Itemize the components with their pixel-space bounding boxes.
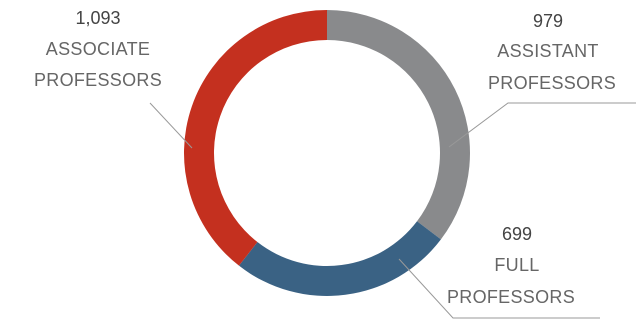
leader-line-full (398, 258, 600, 319)
label-assistant-professors: 979 ASSISTANT PROFESSORS (488, 11, 616, 93)
data-label-line2: PROFESSORS (447, 287, 575, 307)
data-label-value: 979 (533, 11, 563, 31)
donut-slices (184, 10, 471, 296)
data-label-value: 1,093 (75, 8, 120, 28)
donut-slice-associate-professors (184, 10, 327, 266)
leader-line-assistant (448, 102, 636, 148)
data-label-value: 699 (502, 224, 532, 244)
label-full-professors: 699 FULL PROFESSORS (447, 224, 575, 307)
donut-slice-full-professors (238, 221, 441, 296)
leader-line-associate (149, 102, 193, 149)
data-label-line1: ASSOCIATE (46, 39, 150, 59)
data-label-line2: PROFESSORS (488, 73, 616, 93)
label-associate-professors: 1,093 ASSOCIATE PROFESSORS (34, 8, 162, 90)
donut-slice-assistant-professors (327, 10, 471, 240)
data-label-line1: FULL (494, 255, 539, 275)
data-label-line1: ASSISTANT (497, 41, 598, 61)
data-label-line2: PROFESSORS (34, 70, 162, 90)
